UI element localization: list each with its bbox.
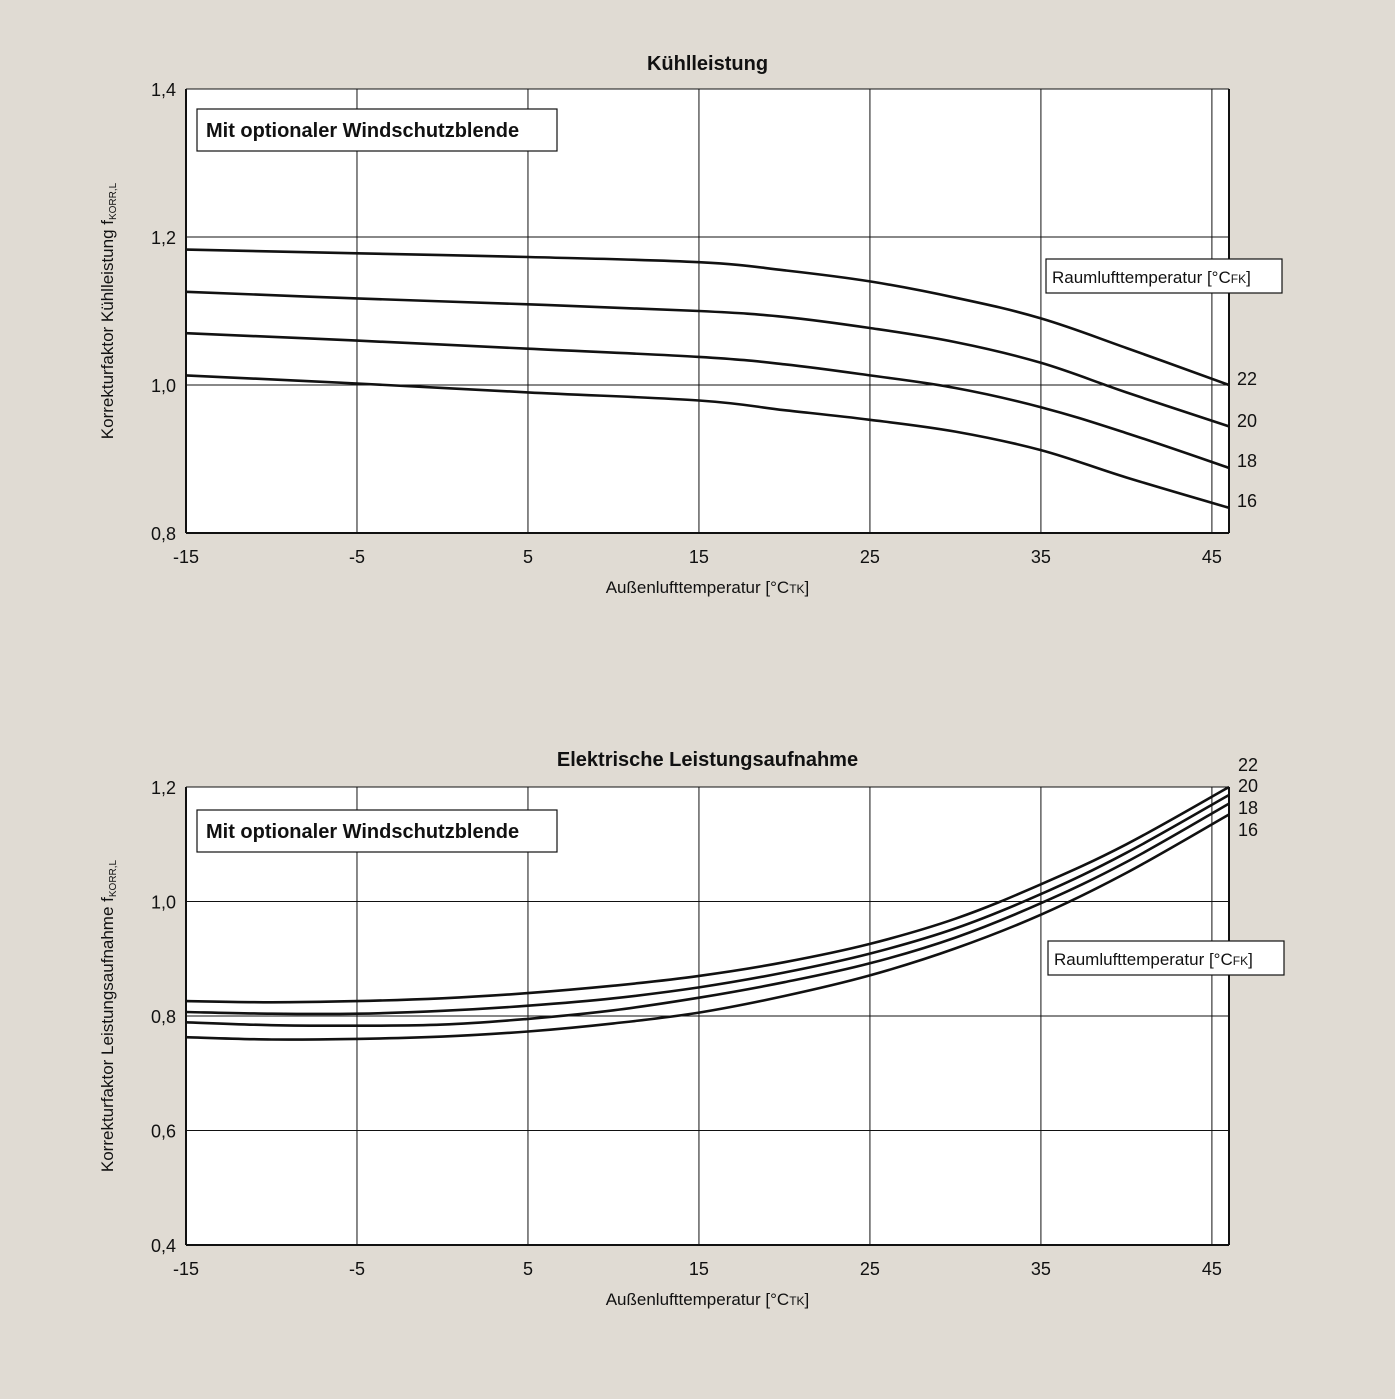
series-line-20 <box>185 290 1230 428</box>
series-line-22 <box>185 785 1230 1004</box>
annotation-text: Mit optionaler Windschutzblende <box>206 821 519 843</box>
x-tick-label: 35 <box>1031 1259 1051 1279</box>
y-tick-label: 0,6 <box>151 1122 176 1142</box>
series-label-18: 18 <box>1238 798 1258 818</box>
series-line-18 <box>185 331 1230 470</box>
x-tick-label: 25 <box>860 547 880 567</box>
series-label-20: 20 <box>1237 411 1257 431</box>
y-axis-label: Korrekturfaktor Leistungsaufnahme fKORR,… <box>98 859 119 1172</box>
y-tick-label: 1,0 <box>151 893 176 913</box>
y-tick-label: 1,4 <box>151 80 176 100</box>
chart-title: Kühlleistung <box>647 53 768 75</box>
annotation-text: Mit optionaler Windschutzblende <box>206 120 519 142</box>
series-line-18 <box>185 802 1230 1028</box>
x-axis-label: Außenlufttemperatur [°CTK] <box>606 578 810 597</box>
series-line-16 <box>185 374 1230 510</box>
annotation-box: Mit optionaler Windschutzblende <box>196 108 558 152</box>
chart-panel-2: -15 -5 5 15 25 35 45 0,4 0,6 0,8 1,0 1,2 Elektrische… <box>98 749 1285 1309</box>
x-axis-label: Außenlufttemperatur [°CTK] <box>606 1290 810 1309</box>
x-tick-label: 15 <box>689 547 709 567</box>
y-tick-label: 1,0 <box>151 376 176 396</box>
legend-title: Raumlufttemperatur [°CFK] <box>1052 268 1251 287</box>
legend-title: Raumlufttemperatur [°CFK] <box>1054 950 1253 969</box>
series-label-18: 18 <box>1237 451 1257 471</box>
x-tick-label: 5 <box>523 1259 533 1279</box>
y-tick-label: 0,8 <box>151 1007 176 1027</box>
y-tick-label: 1,2 <box>151 778 176 798</box>
series-label-16: 16 <box>1237 491 1257 511</box>
x-tick-label: -5 <box>349 547 365 567</box>
x-tick-label: -15 <box>173 547 199 567</box>
series-label-22: 22 <box>1238 755 1258 775</box>
x-tick-label: 5 <box>523 547 533 567</box>
annotation-box: Mit optionaler Windschutzblende <box>196 809 558 853</box>
chart-title: Elektrische Leistungsaufnahme <box>557 749 858 771</box>
x-tick-label: 25 <box>860 1259 880 1279</box>
chart-panel-1: -15 -5 5 15 25 35 45 0,8 1,0 1,2 1,4 Kühlleistung Au… <box>98 53 1283 597</box>
y-tick-label: 0,8 <box>151 524 176 544</box>
x-tick-label: 15 <box>689 1259 709 1279</box>
y-axis-label: Korrekturfaktor Kühlleistung fKORR,L <box>98 182 119 439</box>
series-line-20 <box>185 793 1230 1016</box>
x-tick-label: 45 <box>1202 547 1222 567</box>
y-tick-label: 1,2 <box>151 228 176 248</box>
x-tick-label: 35 <box>1031 547 1051 567</box>
y-tick-label: 0,4 <box>151 1236 176 1256</box>
x-tick-label: -15 <box>173 1259 199 1279</box>
legend-title-box: Raumlufttemperatur [°CFK] <box>1045 258 1283 294</box>
series-line-22 <box>185 248 1230 387</box>
x-tick-label: 45 <box>1202 1259 1222 1279</box>
series-label-22: 22 <box>1237 369 1257 389</box>
series-label-16: 16 <box>1238 820 1258 840</box>
series-line-16 <box>185 813 1230 1041</box>
x-tick-label: -5 <box>349 1259 365 1279</box>
series-label-20: 20 <box>1238 776 1258 796</box>
legend-title-box: Raumlufttemperatur [°CFK] <box>1047 940 1285 976</box>
